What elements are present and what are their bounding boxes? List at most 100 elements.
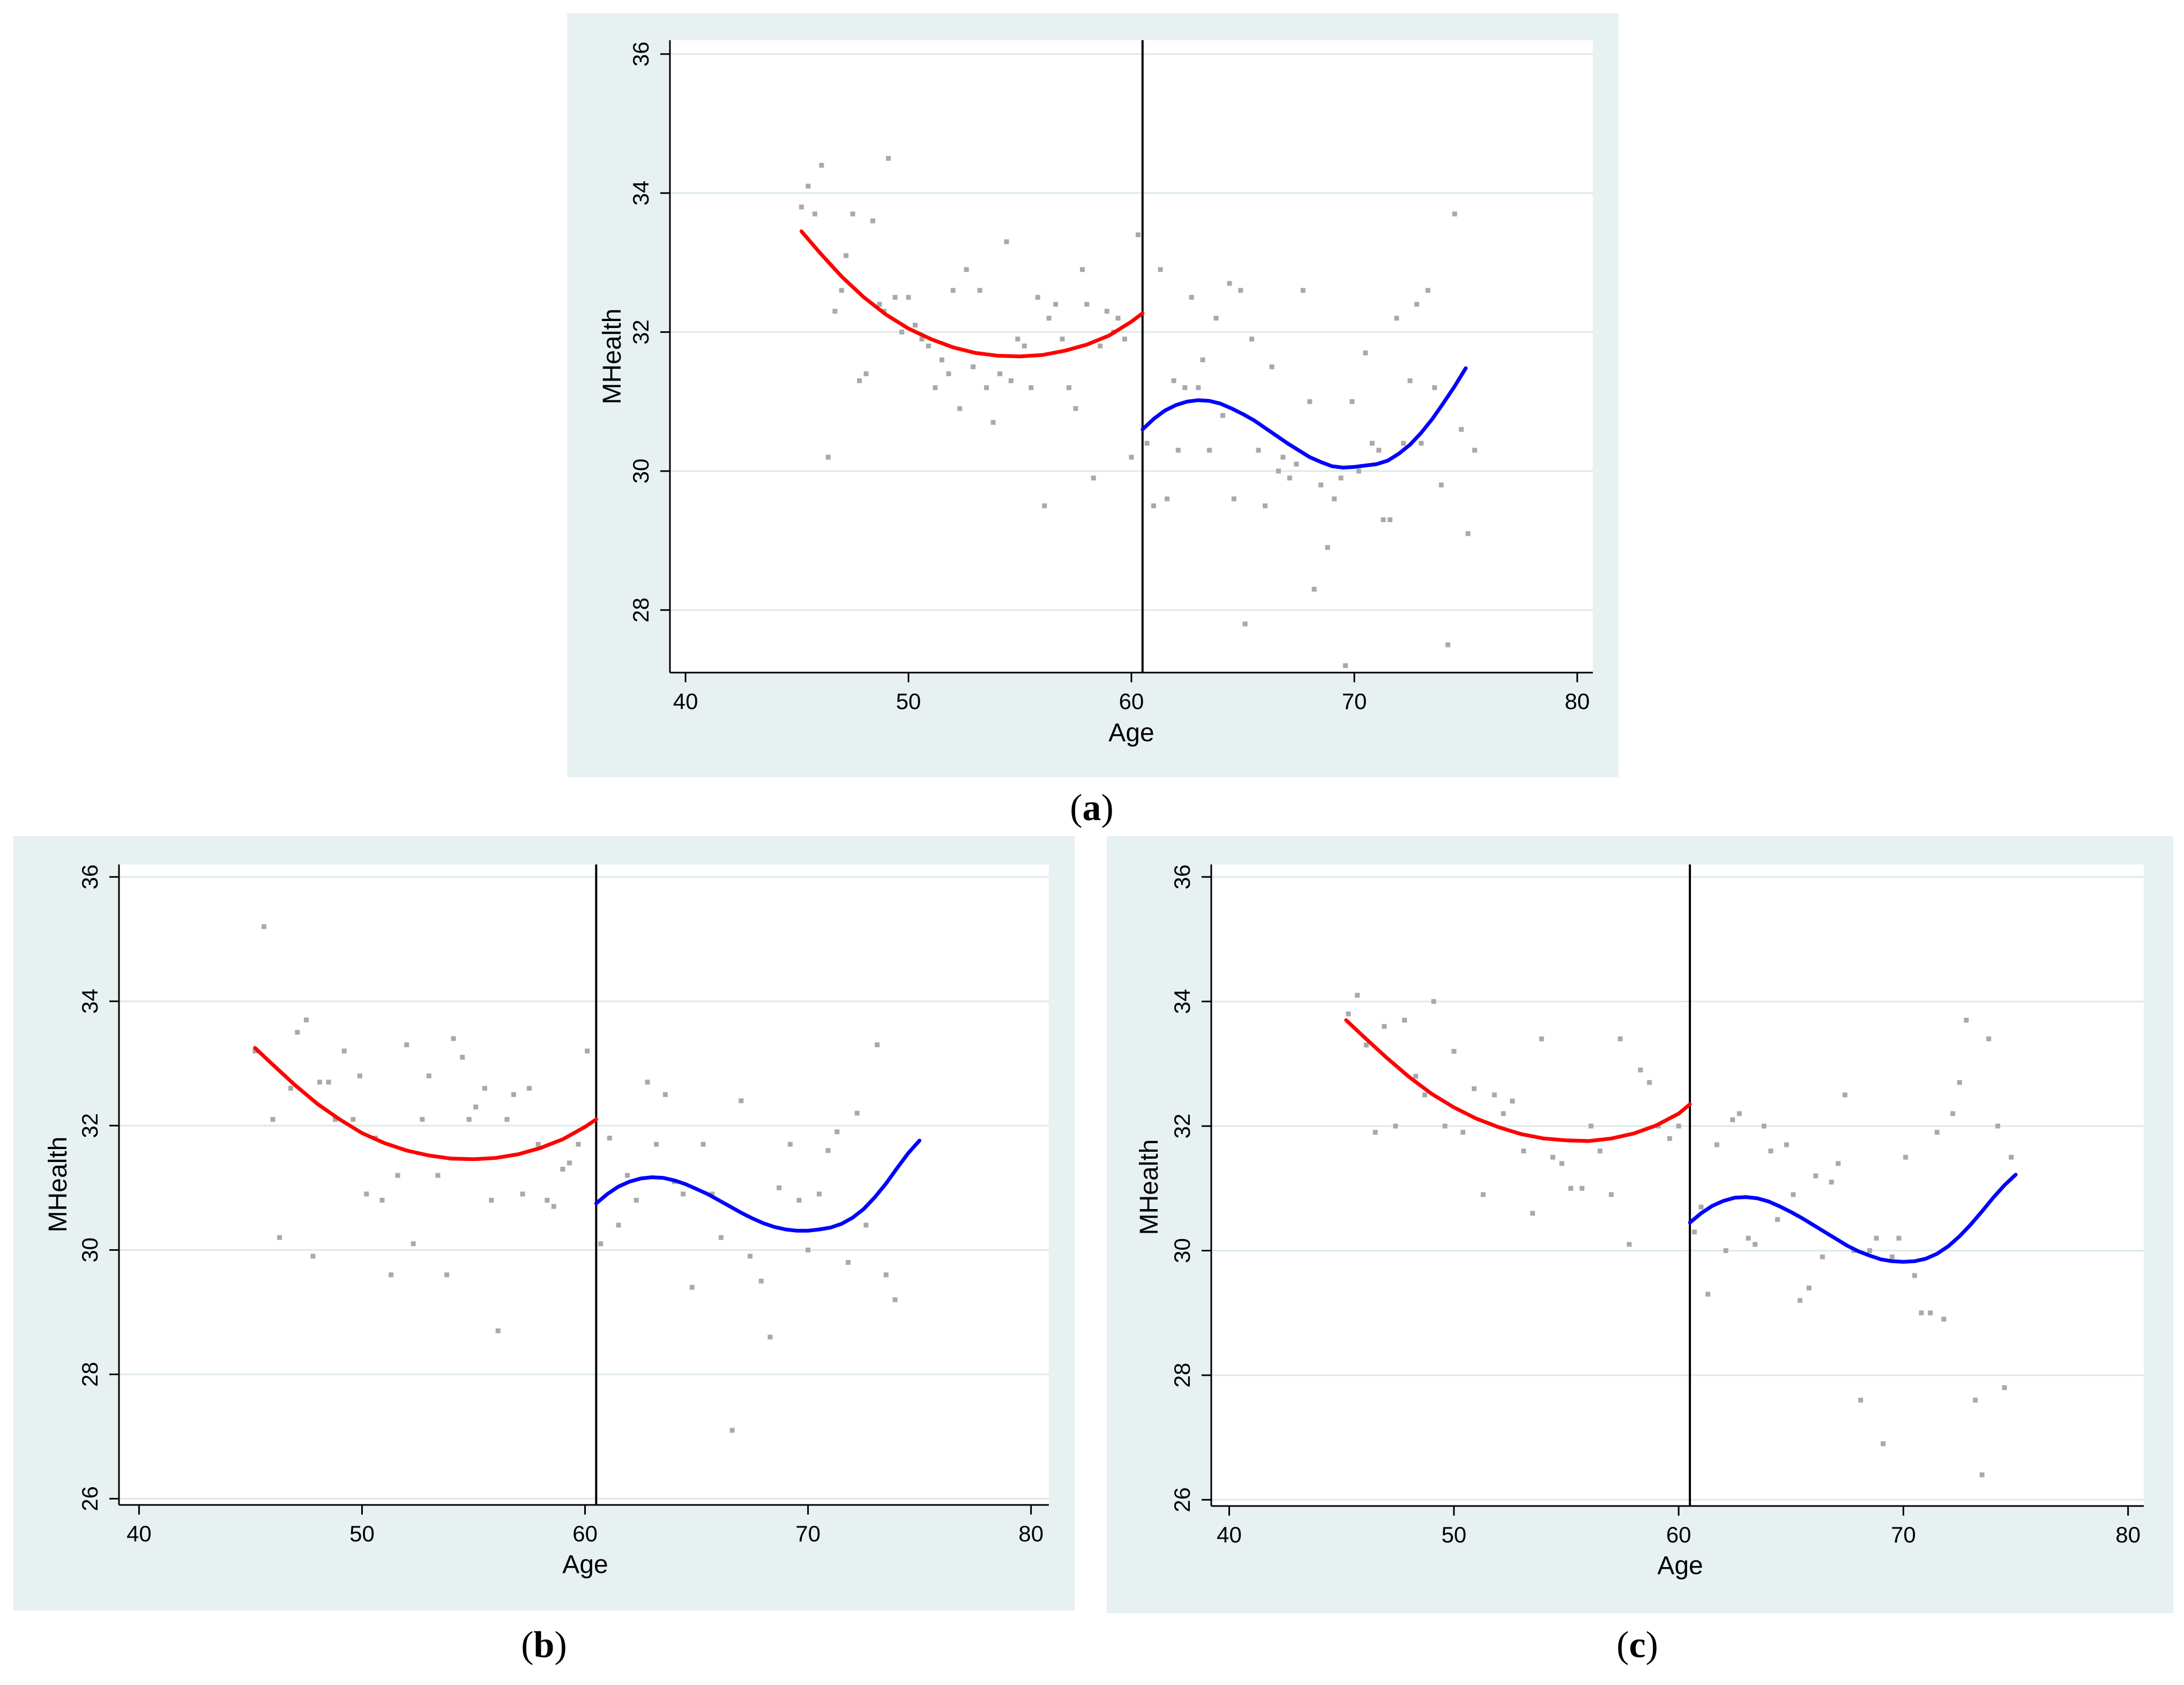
panel-a-scatter-point-46: [1091, 475, 1096, 481]
panel-c-scatter-point-75: [1995, 1123, 2000, 1129]
panel-b-scatter-point-18: [395, 1173, 400, 1178]
panel-a-scatter-point-30: [990, 420, 996, 425]
panel-b-scatter-point-19: [404, 1042, 409, 1047]
panel-a-scatter-point-33: [1008, 378, 1013, 383]
panel-c-scatter-point-72: [1973, 1397, 1978, 1403]
panel-c-scatter-point-68: [1941, 1316, 1947, 1322]
panel-a-scatter-point-86: [1343, 663, 1348, 668]
caption-open-paren: (: [1070, 787, 1083, 829]
panel-c-scatter-point-8: [1422, 1092, 1427, 1098]
caption-close-paren: ): [554, 1624, 567, 1666]
panel-a-scatter-point-36: [1028, 385, 1034, 390]
panel-b-y-tick-label-34: 34: [77, 989, 102, 1014]
panel-a-scatter-point-34: [1015, 337, 1020, 342]
panel-a-scatter-point-81: [1311, 586, 1317, 592]
panel-c-scatter-point-0: [1346, 1011, 1351, 1017]
panel-b-x-tick-label-70: 70: [795, 1521, 821, 1546]
panel-a-scatter-point-51: [1122, 337, 1128, 342]
panel-a-scatter-point-75: [1276, 468, 1281, 474]
panel-b-right-fit-curve: [594, 1138, 922, 1233]
panel-a-y-tick-label-32: 32: [628, 319, 653, 345]
panel-b-scatter-point-39: [560, 1166, 565, 1172]
panel-a-scatter-point-20: [926, 344, 931, 349]
panel-b-scatter-point-72: [875, 1042, 880, 1047]
panel-c-y-tick-label-26: 26: [1169, 1487, 1195, 1512]
panel-a-scatter-point-103: [1452, 211, 1457, 217]
panel-c-scatter-point-49: [1798, 1298, 1803, 1303]
panel-b-scatter-point-41: [576, 1142, 581, 1147]
panel-a-scatter-point-77: [1287, 475, 1292, 481]
panel-a-scatter-point-29: [984, 385, 989, 390]
panel-c-scatter-point-69: [1950, 1111, 1956, 1116]
panel-c-scatter-point-18: [1521, 1149, 1526, 1154]
panel-a-scatter-point-40: [1053, 302, 1059, 307]
panel-b-scatter-point-60: [758, 1278, 764, 1284]
panel-a-scatter-point-89: [1363, 351, 1368, 356]
panel-c-plot-area: [1211, 864, 2144, 1506]
panel-c-x-tick-label-80: 80: [2115, 1522, 2141, 1547]
panel-a-left-fit-curve: [799, 229, 1145, 359]
panel-b-y-tick-label-36: 36: [77, 864, 102, 890]
panel-c-scatter-point-51: [1813, 1173, 1818, 1179]
panel-a-scatter-point-12: [877, 302, 882, 307]
panel-c-scatter-point-46: [1775, 1217, 1780, 1222]
panel-c-scatter-point-66: [1928, 1310, 1933, 1316]
panel-b-caption: (b): [464, 1624, 624, 1667]
panel-c-scatter-point-39: [1723, 1248, 1728, 1254]
panel-c-y-tick-label-32: 32: [1169, 1114, 1195, 1139]
panel-a-scatter-point-38: [1042, 503, 1047, 509]
panel-b-scatter-point-46: [625, 1173, 630, 1178]
panel-a-scatter-point-50: [1115, 316, 1121, 321]
panel-b-scatter-point-59: [747, 1254, 752, 1259]
panel-a-scatter-point-83: [1325, 545, 1330, 550]
panel-a-scatter-point-91: [1376, 448, 1382, 453]
panel-a-scatter-point-99: [1425, 288, 1430, 293]
panel-c-x-tick-label-60: 60: [1666, 1522, 1691, 1547]
panel-a-caption: (a): [1011, 787, 1172, 830]
panel-a-scatter-point-11: [870, 218, 876, 223]
panel-c-scatter-point-26: [1597, 1149, 1602, 1154]
panel-b-scatter-point-42: [585, 1048, 590, 1054]
panel-a-scatter-point-61: [1189, 295, 1194, 300]
panel-c-scatter-point-54: [1836, 1161, 1841, 1166]
panel-c-scatter-point-44: [1761, 1123, 1766, 1129]
panel-a-scatter-point-80: [1307, 399, 1313, 404]
panel-b-scatter-point-21: [420, 1117, 425, 1122]
panel-c-scatter-point-37: [1705, 1292, 1711, 1297]
panel-c-scatter-point-67: [1934, 1130, 1940, 1135]
panel-a-scatter-point-72: [1256, 448, 1261, 453]
panel-c-scatter-point-77: [2009, 1154, 2014, 1160]
panel-c-scatter-point-25: [1589, 1123, 1594, 1129]
panel-c-axes: [1202, 864, 2144, 1516]
panel-b-scatter-point-24: [444, 1272, 450, 1278]
panel-a-scatter-point-90: [1369, 441, 1375, 446]
panel-b-scatter-point-8: [317, 1079, 322, 1085]
panel-b-y-tick-labels: 26 28 30 32 34 36: [77, 864, 102, 1511]
panel-b-y-tick-label-32: 32: [77, 1113, 102, 1138]
panel-b-scatter-point-6: [303, 1017, 309, 1023]
panel-c-scatter-point-7: [1413, 1073, 1419, 1079]
panel-b-caption-letter: b: [533, 1624, 555, 1666]
panel-a-scatter-point-5: [832, 309, 838, 314]
panel-c-scatter-point-29: [1627, 1242, 1632, 1247]
panel-a-scatter-point-97: [1414, 302, 1419, 307]
panel-c-scatter-point-10: [1442, 1123, 1448, 1129]
panel-c-scatter-point-63: [1903, 1154, 1909, 1160]
panel-c-x-tick-label-50: 50: [1441, 1522, 1466, 1547]
panel-a-scatter-point-55: [1151, 503, 1157, 509]
panel-a-scatter-point-65: [1213, 316, 1219, 321]
panel-a-scatter-point-64: [1207, 448, 1212, 453]
panel-a-scatter-point-105: [1465, 531, 1471, 536]
panel-b-scatter-point-54: [700, 1142, 706, 1147]
panel-c-scatter-point-45: [1768, 1149, 1773, 1154]
panel-c-right-fit-curve: [1688, 1173, 2018, 1264]
panel-b-scatter-point-45: [616, 1222, 621, 1228]
panel-b-y-tick-label-30: 30: [77, 1237, 102, 1263]
panel-a-scatter-point-66: [1220, 413, 1226, 418]
panel-b-scatter-point-1: [261, 924, 266, 929]
panel-c-x-axis-label: Age: [1657, 1552, 1703, 1580]
panel-c-scatter-point-73: [1979, 1472, 1985, 1478]
panel-b-scatter-point-14: [364, 1191, 369, 1197]
panel-a-x-tick-label-70: 70: [1342, 689, 1367, 714]
